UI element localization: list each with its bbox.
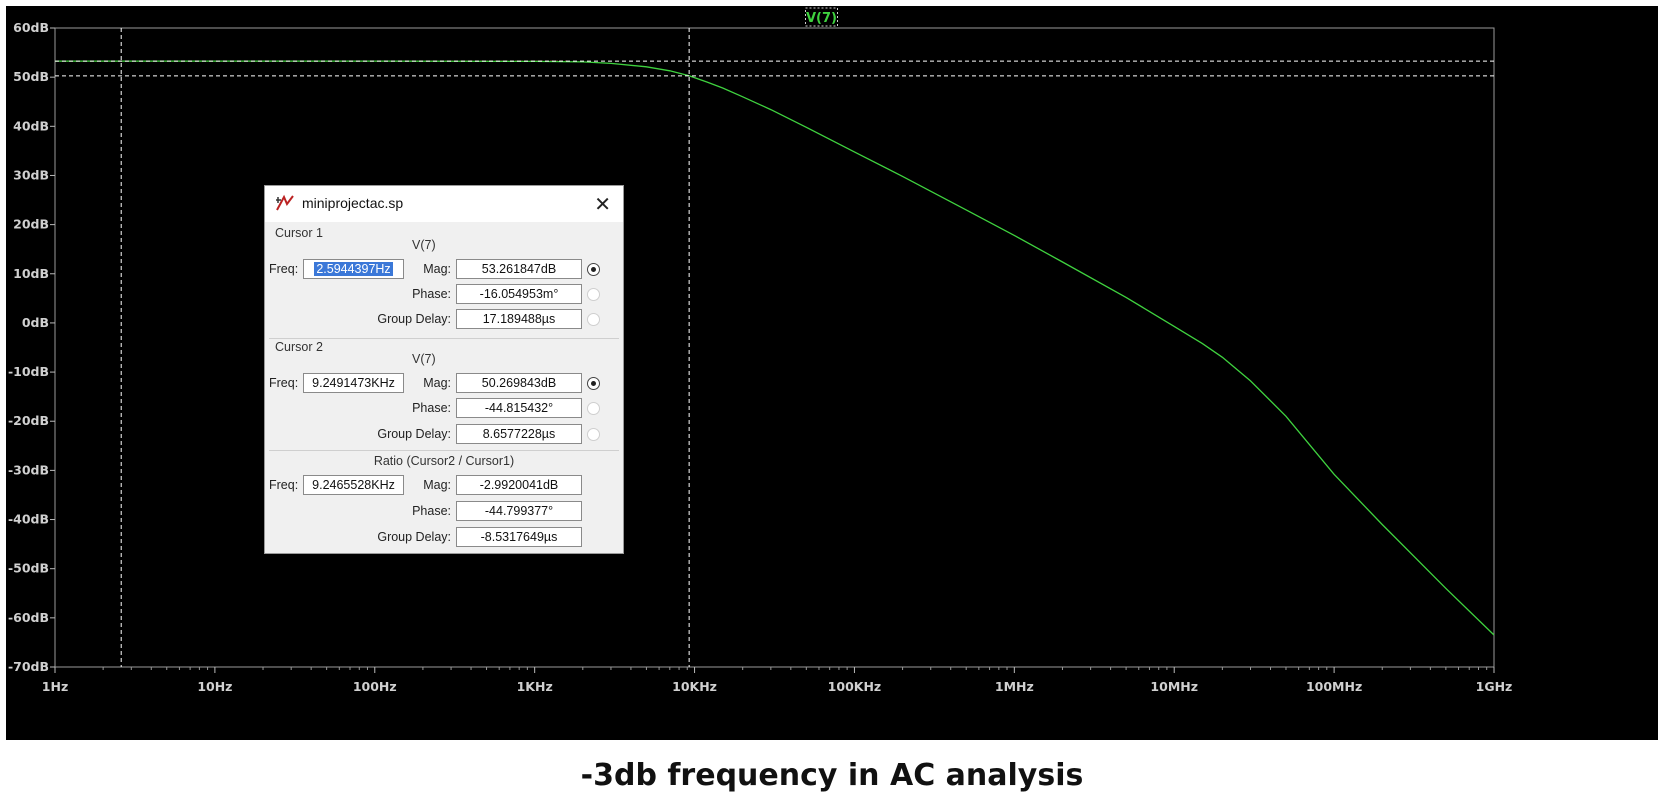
y-tick-label: -70dB <box>8 659 49 674</box>
trace-v7-point <box>1061 261 1063 263</box>
cursor2-gd-field[interactable]: 8.6577228µs <box>456 424 582 444</box>
trace-v7-point <box>1445 587 1447 589</box>
ratio-gd-field[interactable]: -8.5317649µs <box>456 527 582 547</box>
y-tick-label: -50dB <box>8 561 49 576</box>
trace-v7-point <box>706 81 708 83</box>
cursor1-gd-radio[interactable] <box>587 313 600 326</box>
cursor2-separator <box>269 450 619 451</box>
trace-v7-point <box>1381 523 1383 525</box>
cursor1-mag-radio[interactable] <box>587 263 600 276</box>
y-tick-label: 40dB <box>13 118 49 133</box>
cursor2-gd-radio[interactable] <box>587 428 600 441</box>
y-tick-label: -40dB <box>8 512 49 527</box>
dialog-titlebar[interactable]: miniprojectac.sp ✕ <box>265 186 623 222</box>
ratio-mag-label: Mag: <box>423 478 451 492</box>
cursor1-phase-field[interactable]: -16.054953m° <box>456 284 582 304</box>
trace-v7-point <box>1333 473 1335 475</box>
cursor2-freq-label: Freq: <box>269 376 299 390</box>
x-tick-label: 1Hz <box>42 679 68 694</box>
cursor2-phase-label: Phase: <box>412 401 451 415</box>
plot-panel: 60dB 50dB 40dB 30dB 20dB 10dB 0dB -10dB -20dB -30… <box>6 6 1658 740</box>
ratio-gd-label: Group Delay: <box>377 530 451 544</box>
dialog-title: miniprojectac.sp <box>302 195 404 211</box>
trace-v7-line[interactable] <box>55 60 1495 636</box>
cursor2-mag-field[interactable]: 50.269843dB <box>456 373 582 393</box>
trace-v7-point <box>1201 342 1203 344</box>
ratio-phase-label: Phase: <box>412 504 451 518</box>
cursor1-phase-radio[interactable] <box>587 288 600 301</box>
cursor2-signal: V(7) <box>412 352 436 366</box>
y-tick-label: 60dB <box>13 20 49 35</box>
ratio-phase-field[interactable]: -44.799377° <box>456 501 582 521</box>
trace-v7-point <box>1493 634 1495 636</box>
y-tick-label: -30dB <box>8 462 49 477</box>
x-tick-label: 1KHz <box>517 679 553 694</box>
y-tick-label: -60dB <box>8 610 49 625</box>
trace-label[interactable]: V(7) <box>806 11 837 26</box>
cursor1-mag-label: Mag: <box>423 262 451 276</box>
cursor1-freq-label: Freq: <box>269 262 299 276</box>
cursor2-phase-radio[interactable] <box>587 402 600 415</box>
y-tick-label: 50dB <box>13 69 49 84</box>
y-tick-label: 0dB <box>22 315 49 330</box>
cursor1-phase-label: Phase: <box>412 287 451 301</box>
cursor1-separator <box>269 338 619 339</box>
ratio-freq-field[interactable]: 9.2465528KHz <box>303 475 404 495</box>
trace-v7-point <box>645 66 647 68</box>
plot-area[interactable]: 60dB 50dB 40dB 30dB 20dB 10dB 0dB -10dB -20dB -30… <box>6 6 1658 740</box>
cursor-dialog[interactable]: miniprojectac.sp ✕ Cursor 1 V(7) Freq: 2… <box>264 185 624 554</box>
trace-v7-point <box>669 70 671 72</box>
y-tick-label: -20dB <box>8 413 49 428</box>
y-tick-label: 20dB <box>13 217 49 232</box>
trace-v7-point <box>1125 296 1127 298</box>
plot-frame <box>54 27 1495 668</box>
x-tick-label: 100KHz <box>828 679 882 694</box>
cursor2-mag-radio[interactable] <box>587 377 600 390</box>
ratio-mag-field[interactable]: -2.9920041dB <box>456 475 582 495</box>
y-tick-label: 10dB <box>13 266 49 281</box>
trace-v7-point <box>853 151 855 153</box>
cursor2-mag-label: Mag: <box>423 376 451 390</box>
trace-v7-point <box>722 87 724 89</box>
trace-label-box <box>805 7 838 27</box>
x-tick-label: 100MHz <box>1306 679 1362 694</box>
trace-v7-point <box>1249 380 1251 382</box>
x-tick-label: 10Hz <box>197 679 232 694</box>
cursor2-phase-field[interactable]: -44.815432° <box>456 398 582 418</box>
ratio-group-label: Ratio (Cursor2 / Cursor1) <box>373 454 515 468</box>
cursor1-gd-field[interactable]: 17.189488µs <box>456 309 582 329</box>
trace-v7-point <box>770 108 772 110</box>
close-icon[interactable]: ✕ <box>594 194 611 216</box>
cursor1-signal: V(7) <box>412 238 436 252</box>
trace-v7-point <box>214 60 216 62</box>
cursor2-gd-label: Group Delay: <box>377 427 451 441</box>
x-tick-label: 100Hz <box>353 679 397 694</box>
figure-caption: -3db frequency in AC analysis <box>580 758 1084 793</box>
trace-v7-point <box>741 96 743 98</box>
trace-v7-point <box>1173 325 1175 327</box>
trace-v7-point <box>1013 234 1015 236</box>
trace-v7-point <box>901 175 903 177</box>
trace-v7-point <box>805 126 807 128</box>
x-tick-label: 1MHz <box>995 679 1034 694</box>
x-tick-label: 10MHz <box>1150 679 1198 694</box>
x-tick-label: 1GHz <box>1476 679 1513 694</box>
cursor2-group-label: Cursor 2 <box>275 340 323 354</box>
x-tick-label: 10KHz <box>672 679 717 694</box>
y-tick-label: 30dB <box>13 167 49 182</box>
cursor1-gd-label: Group Delay: <box>377 312 451 326</box>
trace-v7-point <box>1221 356 1223 358</box>
trace-v7-point <box>965 209 967 211</box>
y-tick-label: -10dB <box>8 364 49 379</box>
cursor1-mag-field[interactable]: 53.261847dB <box>456 259 582 279</box>
cursor1-group-label: Cursor 1 <box>275 226 323 240</box>
trace-v7-point <box>610 62 612 64</box>
trace-v7-point <box>1285 415 1287 417</box>
ltspice-app-icon <box>276 194 294 211</box>
cursor1-freq-field[interactable]: 2.5944397Hz <box>303 259 404 279</box>
ratio-freq-label: Freq: <box>269 478 299 492</box>
cursor2-freq-field[interactable]: 9.2491473KHz <box>303 373 404 393</box>
